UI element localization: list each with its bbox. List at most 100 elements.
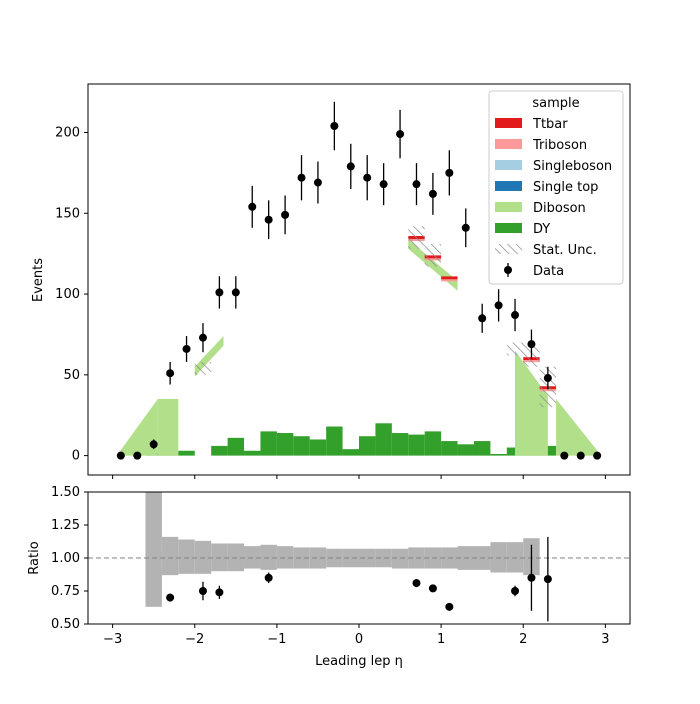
ratio-point — [412, 579, 421, 588]
ratio-band-bin — [391, 548, 409, 569]
dy-bar — [408, 434, 425, 456]
legend-swatch — [495, 118, 522, 128]
data-point — [412, 180, 421, 189]
data-point — [281, 210, 290, 219]
dy-bar — [342, 449, 359, 456]
ratio-y-tick-label: 0.75 — [51, 584, 80, 599]
x-tick-label: 0 — [355, 632, 363, 647]
legend-label: Triboson — [532, 138, 587, 153]
ratio-y-axis-label: Ratio — [27, 541, 42, 574]
data-point — [396, 130, 405, 139]
dy-bar — [473, 441, 491, 456]
ratio-band-bin — [260, 544, 277, 570]
ratio-y-tick-label: 1.25 — [51, 518, 80, 533]
data-point — [363, 173, 372, 182]
dy-bar — [276, 432, 294, 456]
dy-bar — [391, 432, 409, 456]
x-tick-label: −3 — [103, 632, 122, 647]
x-axis-label: Leading lep η — [315, 654, 403, 669]
dy-bar — [424, 431, 442, 456]
ratio-band-bin — [326, 548, 343, 568]
ratio-band-bin — [194, 540, 212, 574]
data-point — [478, 314, 487, 323]
ratio-panel: 0.50 0.75 1.00 1.25 1.50 −3 −2 −1 0 1 2 3 Ratio Le… — [27, 485, 631, 669]
y-tick-label: 100 — [55, 287, 80, 302]
dy-bar — [457, 444, 474, 456]
ratio-y-axis: 0.50 0.75 1.00 1.25 1.50 — [51, 485, 88, 632]
legend-label: Singleboson — [533, 159, 612, 174]
dy-bar — [359, 436, 376, 456]
ratio-band-bin — [161, 536, 179, 576]
data-point — [166, 369, 175, 378]
stat-unc-box — [408, 226, 425, 249]
triboson-bar — [441, 279, 458, 282]
dy-bar — [211, 445, 228, 456]
legend-swatch — [495, 160, 522, 170]
ratio-point — [264, 573, 273, 582]
data-point — [428, 189, 437, 198]
legend-label: Diboson — [533, 201, 586, 216]
dy-bar — [441, 441, 458, 456]
legend-label: DY — [533, 222, 550, 237]
data-point — [379, 180, 388, 189]
ratio-band-bin — [375, 548, 392, 568]
ratio-band-bin — [227, 543, 245, 572]
data-point — [182, 344, 191, 353]
data-point — [560, 451, 569, 460]
data-point — [330, 122, 339, 131]
ttbar-bar — [441, 276, 458, 280]
legend-label: Single top — [533, 180, 598, 195]
x-tick-label: 2 — [519, 632, 527, 647]
diboson-bar — [116, 399, 158, 456]
y-tick-label: 0 — [72, 449, 80, 464]
ratio-band-bin — [490, 542, 507, 573]
ratio-y-tick-label: 0.50 — [51, 617, 80, 632]
dy-bar — [375, 423, 392, 456]
dy-bar — [260, 431, 277, 456]
main-frame — [87, 83, 631, 476]
ratio-y-tick-label: 1.50 — [51, 485, 80, 500]
legend-box — [488, 90, 624, 285]
dy-bar — [178, 450, 195, 456]
data-point — [543, 374, 552, 383]
x-tick-label: 3 — [601, 632, 609, 647]
diboson-bar — [157, 399, 179, 456]
ratio-point — [527, 573, 536, 582]
x-tick-label: −2 — [185, 632, 204, 647]
legend: sample Ttbar Triboson Singleboson Single to… — [488, 90, 624, 285]
legend-swatch — [495, 139, 522, 149]
legend-swatch — [495, 202, 522, 212]
stat-unc-box — [194, 361, 212, 375]
data-point — [576, 451, 585, 460]
legend-swatch — [495, 244, 522, 254]
y-tick-label: 200 — [55, 125, 80, 140]
main-y-axis-label: Events — [31, 258, 46, 302]
legend-swatch — [495, 223, 522, 233]
ratio-point — [543, 575, 552, 584]
legend-entries: Ttbar Triboson Singleboson Single top Diboso… — [495, 117, 612, 279]
data-point — [133, 451, 142, 460]
ratio-band-bin — [342, 548, 359, 568]
ratio-y-tick-label: 1.00 — [51, 551, 80, 566]
data-point — [527, 340, 536, 349]
data-point — [198, 333, 207, 342]
x-tick-label: 1 — [437, 632, 445, 647]
data-point — [511, 311, 520, 320]
ratio-point — [428, 584, 437, 593]
ratio-point — [511, 587, 520, 595]
stat-unc-box — [424, 243, 442, 267]
ratio-band-bin — [244, 546, 261, 569]
ratio-point — [445, 602, 454, 611]
dy-bar — [309, 439, 327, 456]
data-point — [231, 288, 240, 297]
ratio-band-bin — [145, 492, 162, 607]
legend-label: Ttbar — [532, 117, 568, 132]
data-point — [593, 451, 602, 460]
ratio-point — [215, 588, 224, 597]
legend-marker — [504, 266, 512, 274]
ratio-frame — [87, 491, 631, 625]
x-tick-label: −1 — [267, 632, 286, 647]
legend-label: Stat. Unc. — [533, 243, 597, 258]
